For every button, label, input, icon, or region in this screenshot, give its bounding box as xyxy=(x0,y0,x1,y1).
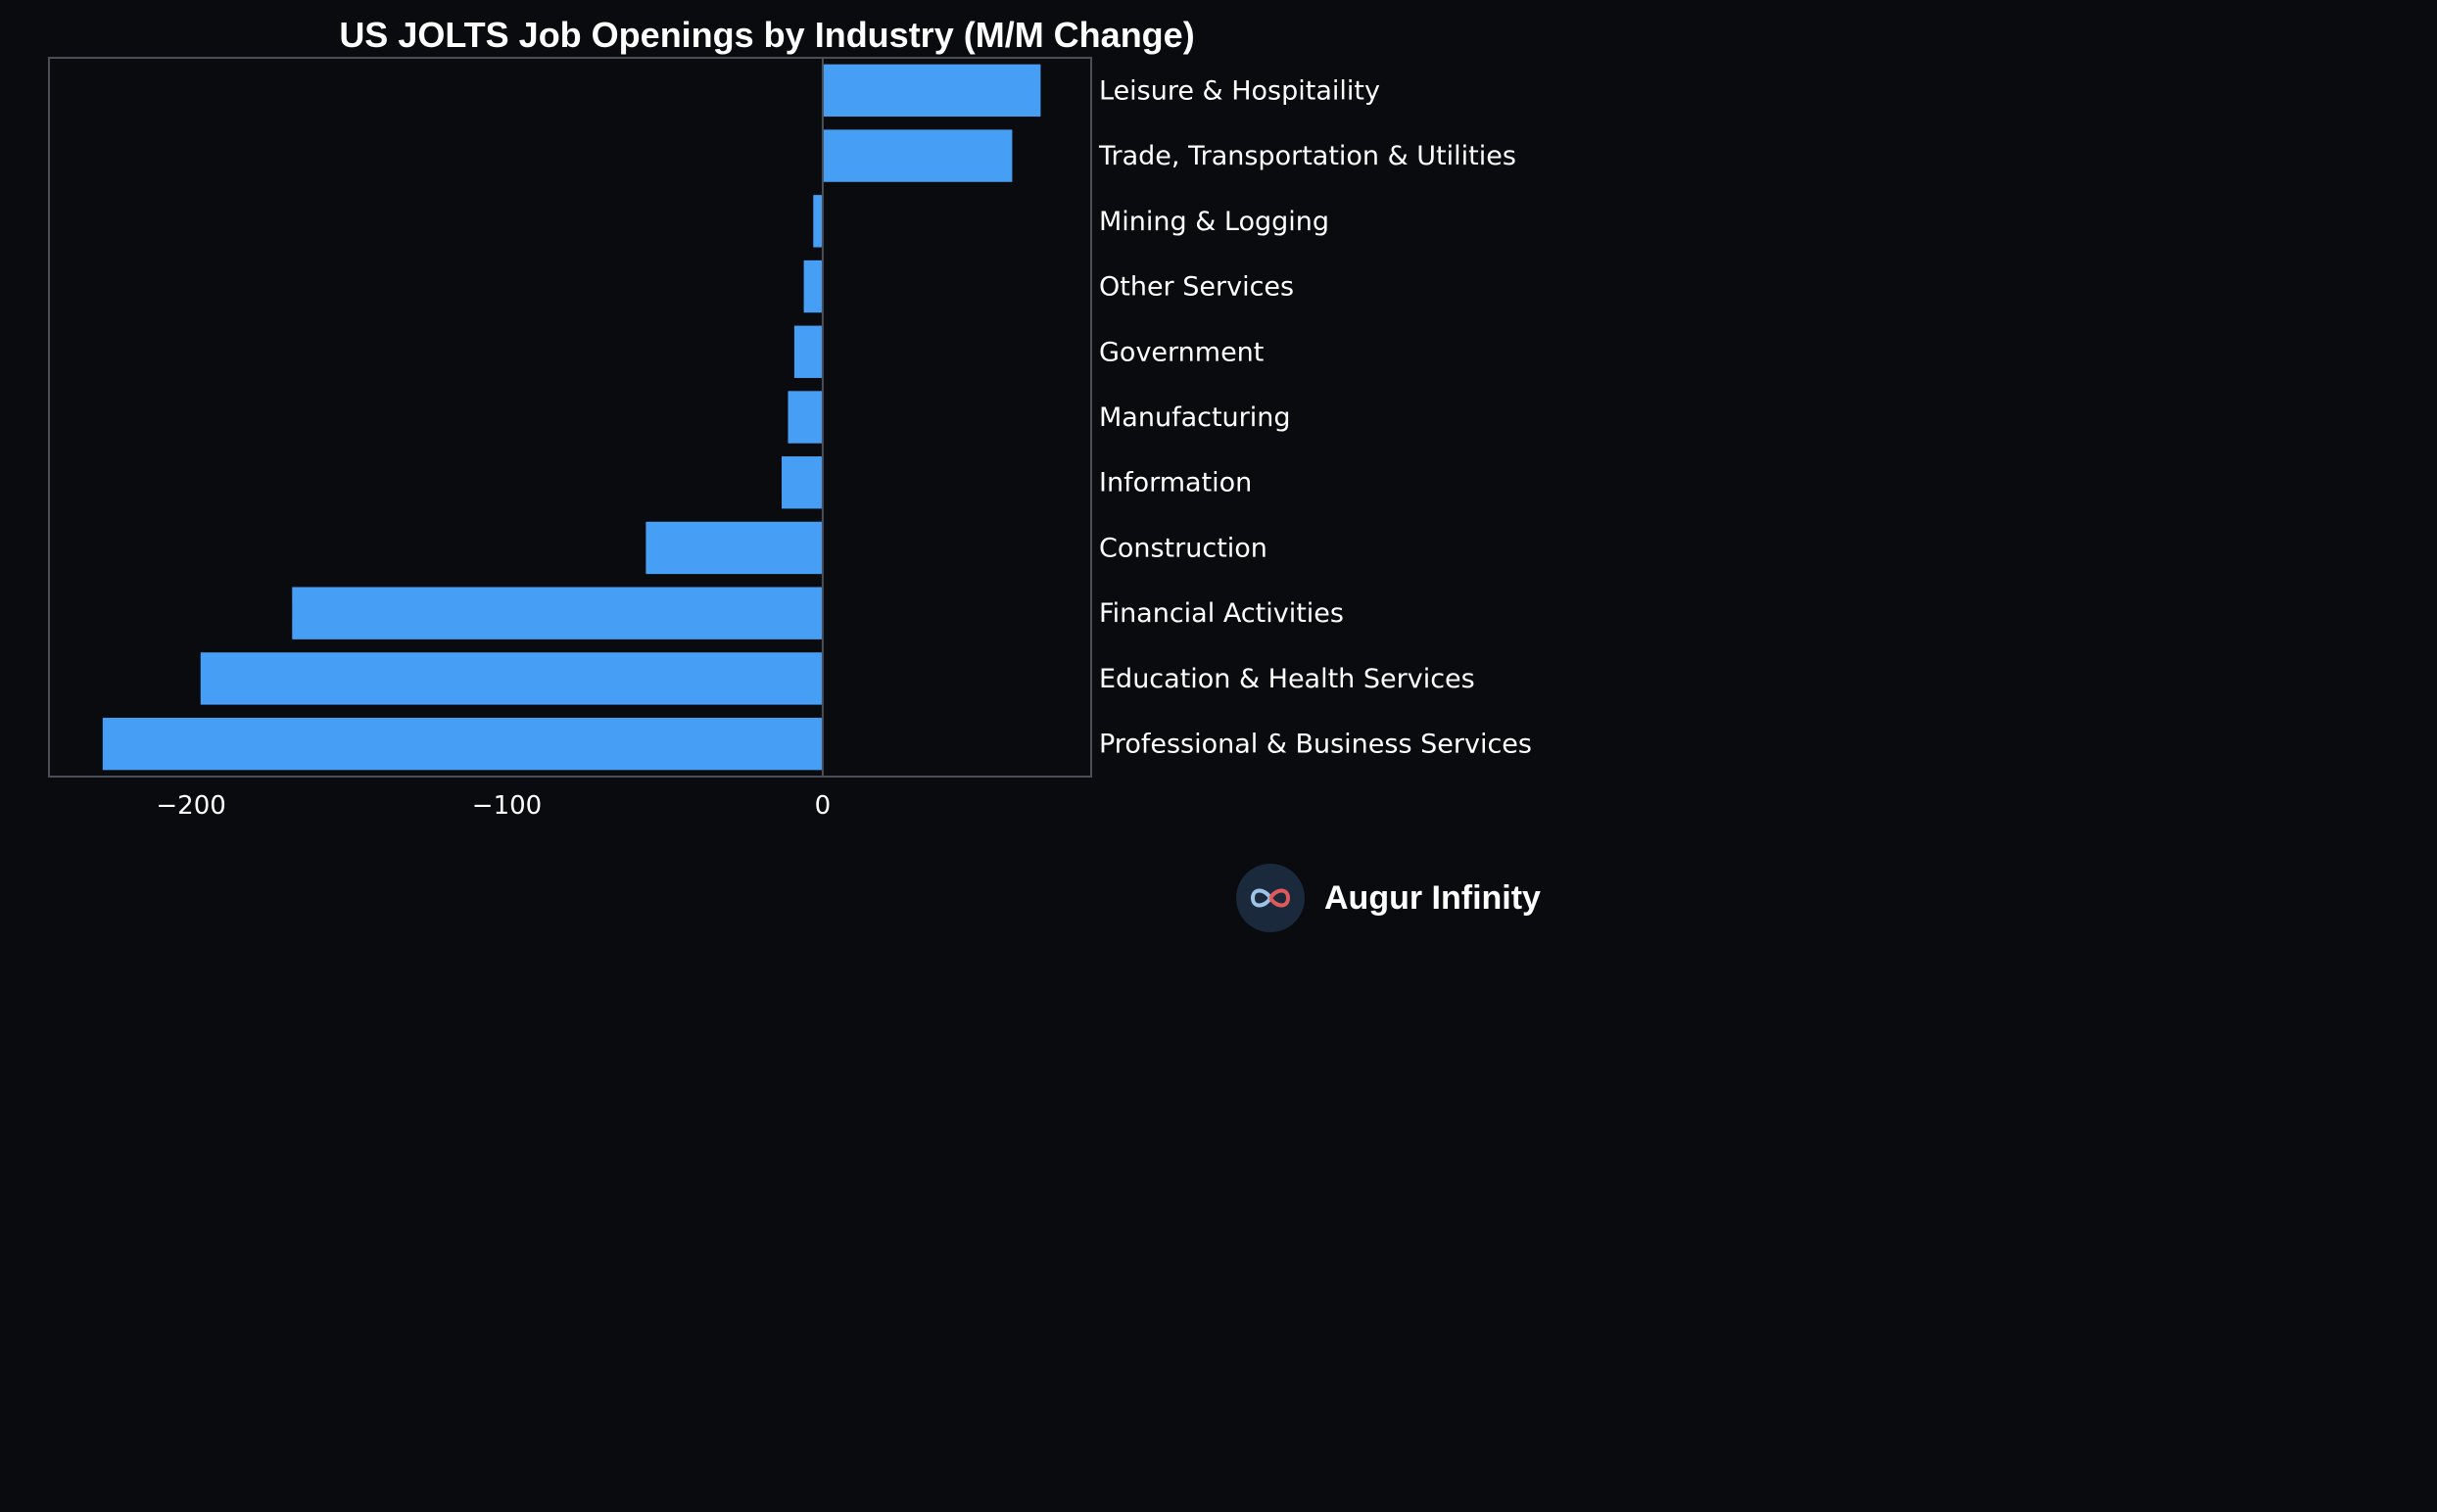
bar-9 xyxy=(200,652,823,705)
category-labels: Leisure & Hospitaility Trade, Transportat… xyxy=(1098,75,1532,759)
bar-7 xyxy=(645,521,823,575)
category-label: Financial Activities xyxy=(1099,598,1344,629)
category-label: Information xyxy=(1099,468,1252,498)
bar-10 xyxy=(102,717,823,771)
category-label: Construction xyxy=(1099,533,1267,563)
chart-title: US JOLTS Job Openings by Industry (M/M C… xyxy=(339,15,1194,55)
axes-group xyxy=(48,57,1092,778)
bar-8 xyxy=(292,587,823,639)
x-tick-labels: −200 −100 0 xyxy=(156,791,831,821)
x-tick-label: −100 xyxy=(472,791,542,821)
bar-5 xyxy=(788,391,823,444)
plot-frame xyxy=(48,57,1092,778)
brand: Augur Infinity xyxy=(1236,864,1541,932)
category-label: Mining & Logging xyxy=(1099,207,1329,237)
x-tick-label: −200 xyxy=(156,791,225,821)
brand-name: Augur Infinity xyxy=(1324,878,1541,917)
bar-0 xyxy=(822,64,1041,118)
category-label: Trade, Transportation & Utilities xyxy=(1098,141,1516,171)
bar-6 xyxy=(782,456,823,509)
x-tick-label: 0 xyxy=(815,791,832,821)
bar-1 xyxy=(822,129,1013,182)
bars-group xyxy=(102,64,1041,771)
bar-2 xyxy=(813,195,823,248)
category-label: Manufacturing xyxy=(1099,402,1291,433)
category-label: Other Services xyxy=(1099,272,1294,303)
bar-4 xyxy=(793,325,823,378)
category-label: Government xyxy=(1099,337,1264,367)
category-label: Education & Health Services xyxy=(1099,664,1475,694)
bar-3 xyxy=(803,260,823,313)
bar-chart: US JOLTS Job Openings by Industry (M/M C… xyxy=(48,15,1532,821)
infinity-logo-icon xyxy=(1236,864,1305,932)
category-label: Leisure & Hospitaility xyxy=(1099,75,1380,106)
category-label: Professional & Business Services xyxy=(1099,730,1532,760)
